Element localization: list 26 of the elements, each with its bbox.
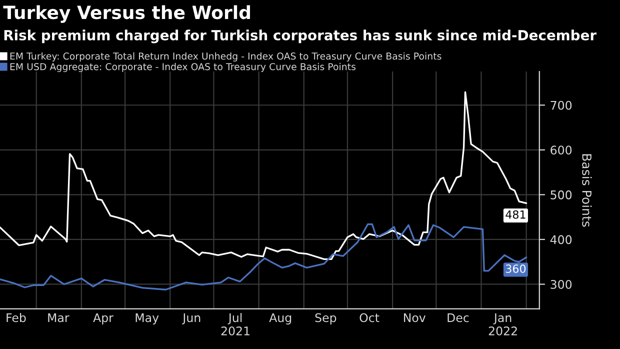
y-tick-label: 400 — [550, 235, 572, 244]
x-tick-label: Jan 2022 — [488, 313, 517, 336]
x-tick-label: Feb — [6, 313, 26, 322]
x-tick-label: May — [136, 313, 159, 324]
x-tick-label: Jun — [182, 313, 200, 324]
x-tick-label: Aug — [269, 313, 292, 324]
x-tick-label: Jul 2021 — [221, 313, 250, 336]
x-tick-label: Dec — [448, 313, 469, 322]
x-tick-label: Oct — [360, 313, 380, 322]
y-tick-label: 600 — [550, 146, 572, 155]
line-series — [0, 91, 528, 260]
y-axis-title: Basis Points — [582, 154, 592, 227]
legend-label: EM USD Aggregate: Corporate - Index OAS to Treasury Curve Basis Points — [10, 62, 356, 72]
x-tick-label: Nov — [404, 313, 426, 322]
data-label: 360 — [506, 264, 526, 273]
x-tick-label: Sep — [315, 313, 336, 324]
x-tick-label: Mar — [48, 313, 70, 322]
legend-label: EM Turkey: Corporate Total Return Index Unhedg - Index OAS to Treasury Curve Basis Points — [10, 52, 442, 62]
y-tick-label: 500 — [550, 190, 572, 200]
line-series — [0, 223, 528, 290]
y-tick-label: 700 — [550, 100, 572, 110]
chart-subtitle: Risk premium charged for Turkish corporates has sunk since mid-December — [4, 30, 597, 44]
x-tick-label: Apr — [93, 313, 114, 324]
y-tick-label: 300 — [550, 280, 572, 289]
chart-title: Turkey Versus the World — [3, 5, 250, 23]
data-label: 481 — [506, 210, 526, 219]
